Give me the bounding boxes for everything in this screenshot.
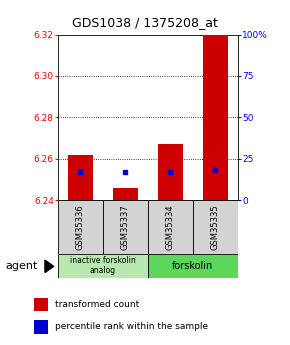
Text: transformed count: transformed count <box>55 300 139 309</box>
Text: GSM35334: GSM35334 <box>166 204 175 250</box>
Bar <box>103 200 148 254</box>
Bar <box>113 188 138 200</box>
Bar <box>148 200 193 254</box>
Text: percentile rank within the sample: percentile rank within the sample <box>55 322 208 332</box>
Text: forskolin: forskolin <box>172 261 213 270</box>
Bar <box>58 200 103 254</box>
Bar <box>58 254 148 278</box>
Bar <box>34 298 48 311</box>
Bar <box>34 320 48 334</box>
Text: GSM35335: GSM35335 <box>211 204 220 250</box>
Bar <box>203 34 228 200</box>
Text: inactive forskolin
analog: inactive forskolin analog <box>70 256 136 275</box>
Polygon shape <box>45 260 54 273</box>
Bar <box>148 254 238 278</box>
Bar <box>68 155 93 200</box>
Text: GSM35336: GSM35336 <box>76 204 85 250</box>
Bar <box>193 200 238 254</box>
Text: GDS1038 / 1375208_at: GDS1038 / 1375208_at <box>72 16 218 29</box>
Text: agent: agent <box>6 262 38 271</box>
Bar <box>158 144 183 200</box>
Text: GSM35337: GSM35337 <box>121 204 130 250</box>
